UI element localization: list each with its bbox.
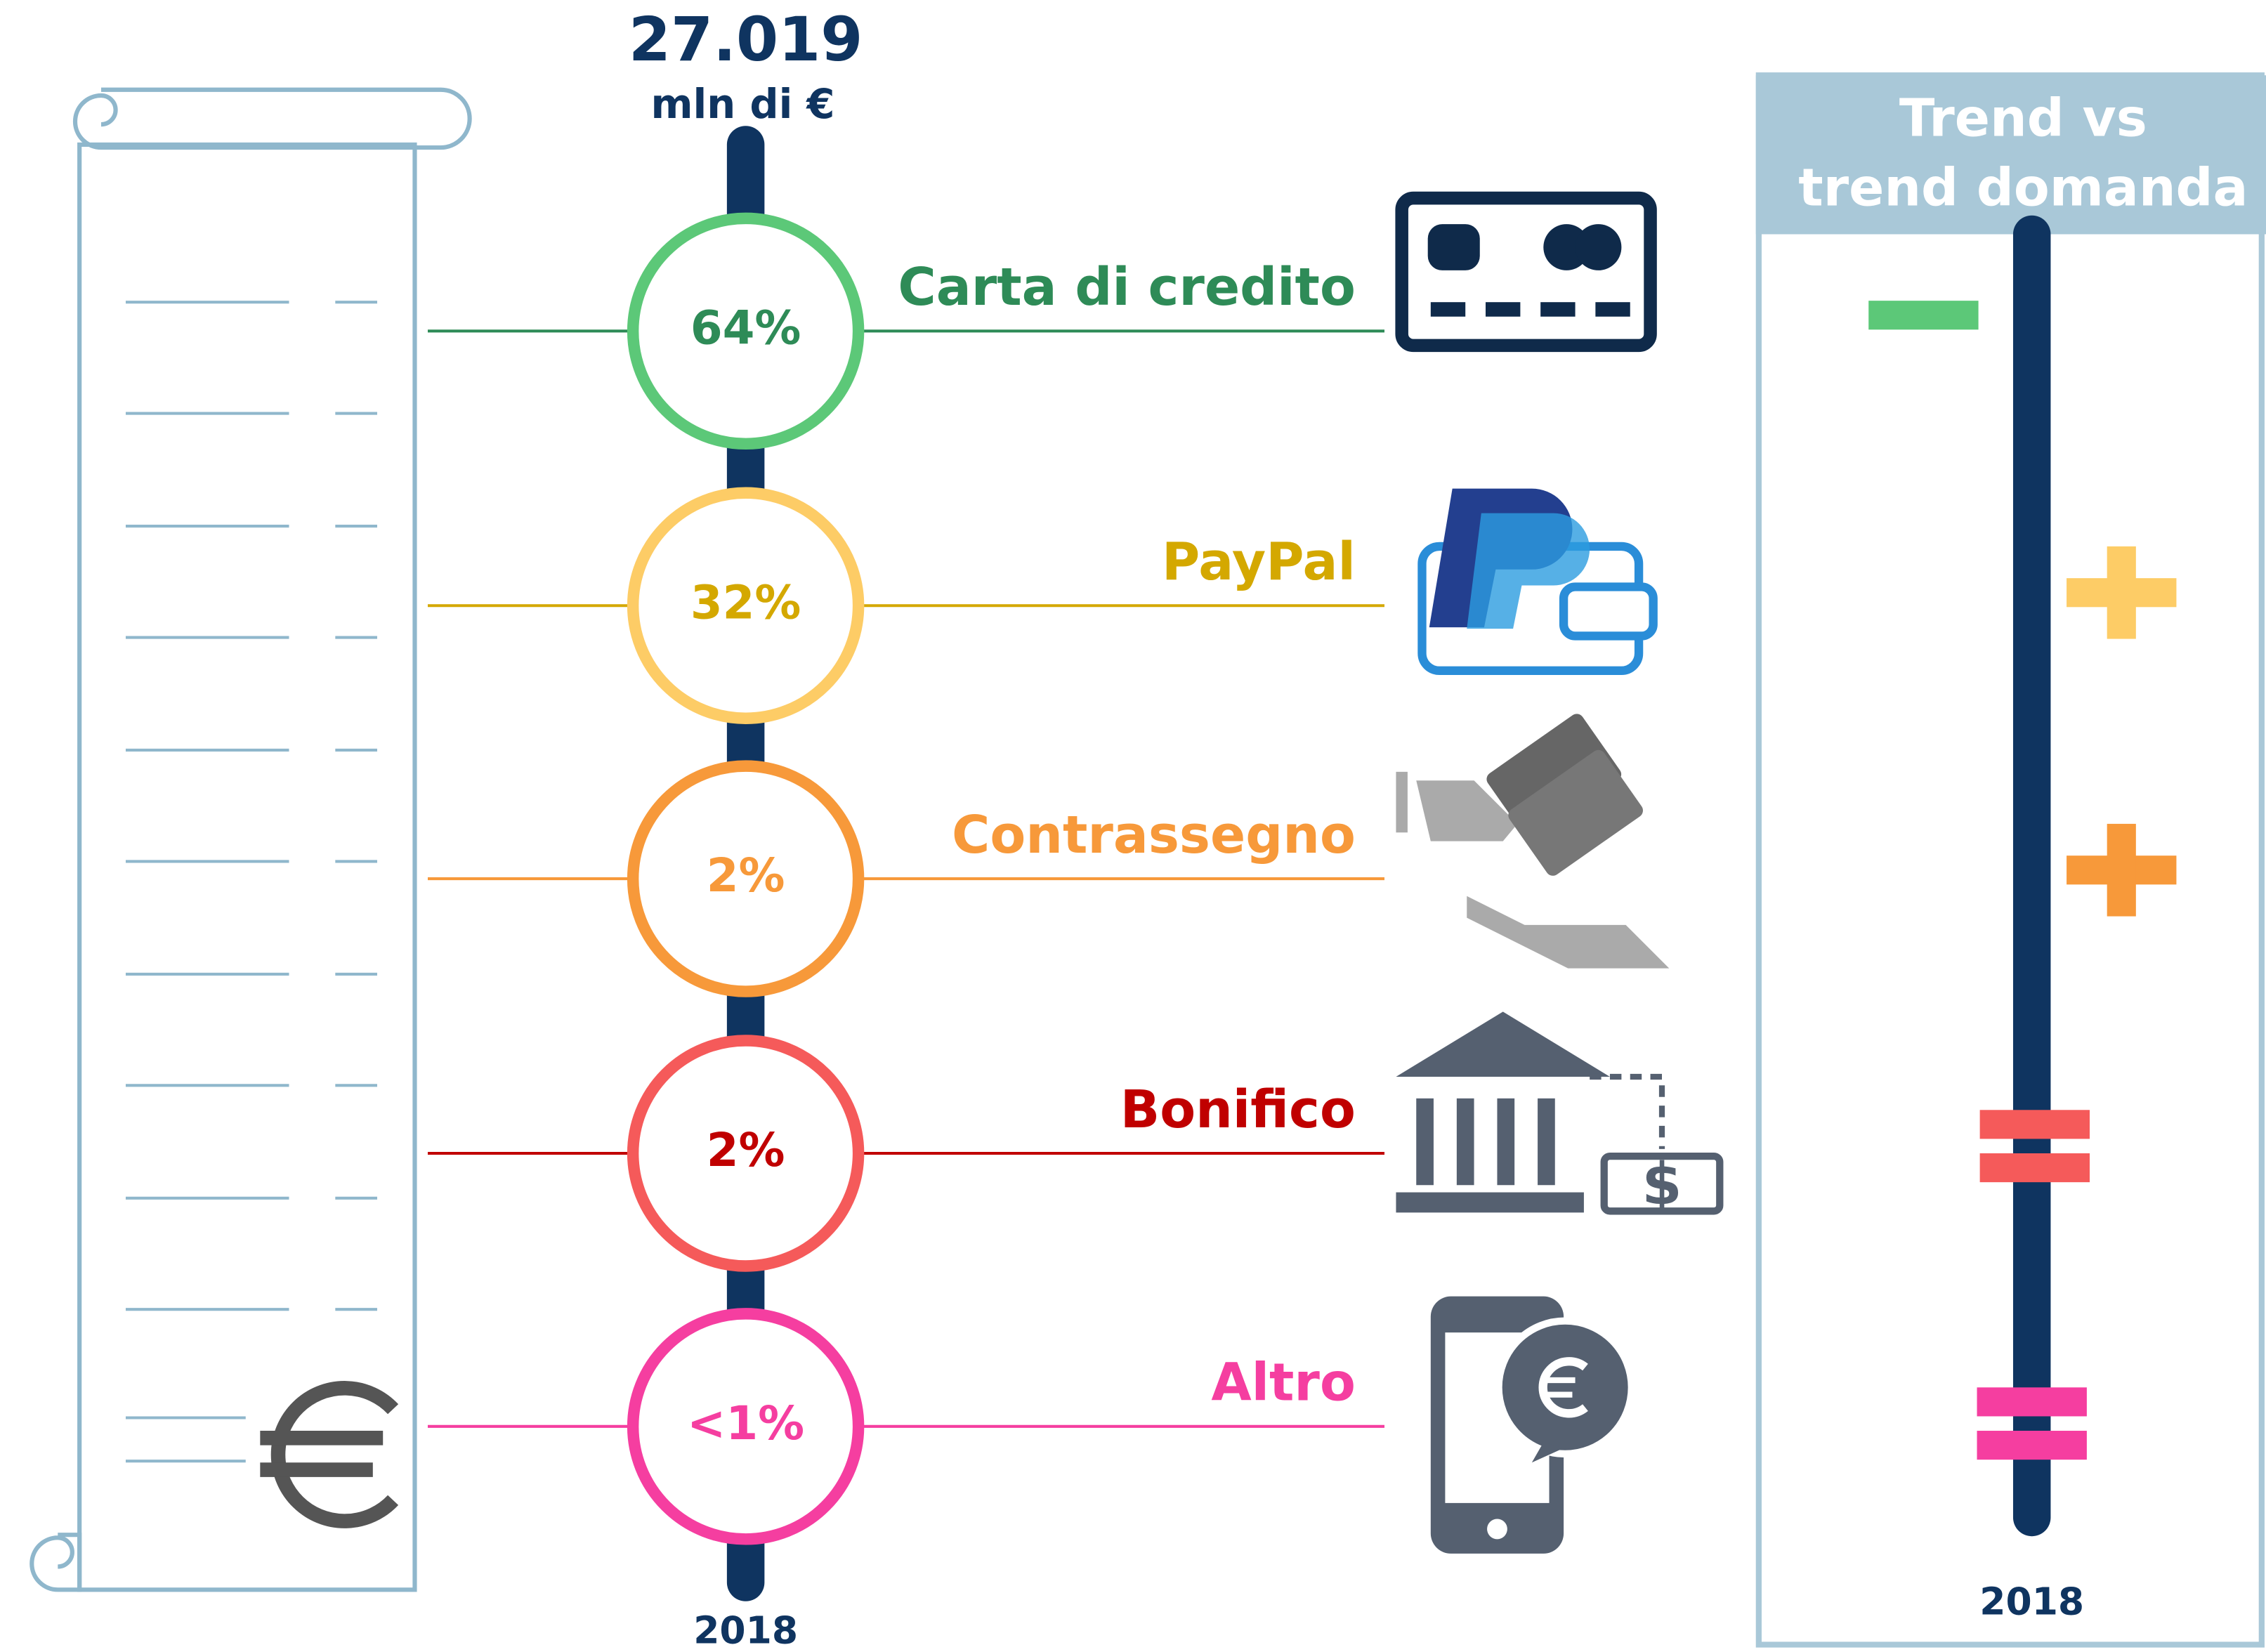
share-circle [627, 760, 865, 997]
rows: 64% Carta di credito 32% PayPal 2% Contrasseg… [427, 212, 1384, 1545]
trend-header [1755, 75, 2266, 235]
scroll-lines [125, 301, 377, 1463]
trend-equal [1977, 1387, 2087, 1460]
cash-icon [1396, 714, 1670, 969]
share-circle [627, 487, 865, 724]
year: 2018 [693, 1608, 798, 1652]
share-circle [627, 212, 865, 450]
trend-equal [1979, 1110, 2090, 1183]
method-name: Altro [1211, 1353, 1355, 1413]
euro-icon [260, 1381, 399, 1528]
share-circle [627, 1308, 865, 1545]
share-label: <1% [687, 1396, 804, 1450]
share-label: 2% [707, 1123, 785, 1177]
share-circle [627, 1035, 865, 1272]
trend-title: Trend vs [1899, 88, 2147, 149]
method-name: Contrassegno [952, 805, 1356, 865]
phone-icon [1430, 1296, 1635, 1554]
paypal-icon [1417, 488, 1658, 676]
trend-plus [2067, 546, 2177, 639]
bank-icon: $ [1396, 1011, 1724, 1218]
total: 27.019 [629, 5, 863, 75]
share-label: 64% [690, 301, 801, 355]
scroll [30, 87, 472, 1592]
card-icon [1395, 191, 1657, 353]
trend-panel [1755, 72, 2265, 1648]
method-name: Carta di credito [898, 257, 1355, 317]
unit: mln di € [651, 81, 835, 128]
trend-plus [2067, 823, 2177, 917]
trend-minus [1868, 301, 1979, 330]
share-label: 2% [707, 848, 785, 903]
share-label: 32% [690, 575, 801, 629]
method-name: PayPal [1162, 532, 1356, 592]
method-name: Bonifico [1120, 1080, 1356, 1140]
dollar-sign: $ [1642, 1151, 1682, 1218]
trend-year: 2018 [1979, 1580, 2084, 1624]
trend-title: trend domanda [1798, 157, 2248, 218]
